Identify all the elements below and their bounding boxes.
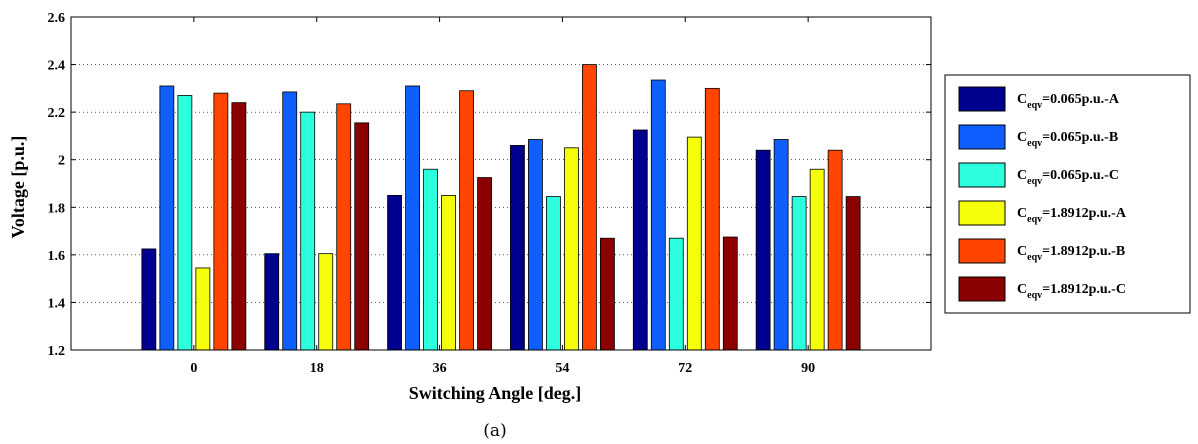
y-tick-label: 1.6 [48,249,66,264]
legend-label: Ceqv=0.065p.u.-A [1017,92,1120,111]
bar [582,64,597,351]
bar [336,103,352,351]
bar [354,122,370,351]
x-tick-label: 72 [678,361,692,376]
y-tick-label: 2 [58,154,65,169]
bar [177,95,193,351]
bar [791,196,807,351]
legend-label: Ceqv=1.8912p.u.-A [1017,206,1127,225]
legend-swatch [958,276,1006,302]
bar [564,147,579,351]
x-tick-label: 54 [555,361,569,376]
bar [213,92,229,351]
bar [159,85,175,351]
bar [773,139,789,351]
bar [704,87,720,351]
x-axis: 0 18 36 54 72 90 [190,17,815,376]
legend: Ceqv=0.065p.u.-A Ceqv=0.065p.u.-B Ceqv=0.0… [944,74,1191,314]
bar [318,253,334,351]
bar [686,136,702,351]
legend-label: Ceqv=1.8912p.u.-C [1017,282,1126,301]
x-tick-label: 36 [433,361,447,376]
y-tick-label: 1.8 [48,201,66,216]
legend-label: Ceqv=0.065p.u.-C [1017,168,1119,187]
bar [722,236,738,351]
bar [668,237,684,351]
bar [546,196,561,351]
y-tick-label: 2.6 [48,11,66,26]
bar [300,111,316,351]
y-axis: 1.2 1.4 1.6 1.8 2 2.2 2.4 2.6 [48,11,931,359]
figure-caption: (a) [483,421,506,441]
legend-box [944,74,1191,314]
x-tick-label: 90 [801,361,815,376]
bar [477,177,492,351]
y-tick-label: 1.4 [48,296,66,311]
legend-swatch [958,200,1006,226]
bar [282,91,298,351]
plot-frame [70,16,932,351]
legend-swatch [958,162,1006,188]
legend-label: Ceqv=1.8912p.u.-B [1017,244,1125,263]
y-tick-label: 2.4 [48,59,66,74]
bar [845,196,861,351]
x-tick-label: 18 [310,361,324,376]
bar [231,102,247,351]
legend-swatch [958,238,1006,264]
bar [600,237,615,351]
bar [195,267,211,351]
y-tick-label: 2.2 [48,106,66,121]
bar [405,85,420,351]
bar [809,168,825,351]
bar [755,149,771,351]
bar [528,139,543,351]
legend-label: Ceqv=0.065p.u.-B [1017,130,1118,149]
y-tick-label: 1.2 [48,344,66,359]
bars [141,64,861,351]
bar [650,79,666,351]
bar [264,253,280,351]
legend-swatch [958,86,1006,112]
y-axis-title: Voltage [p.u.] [8,136,28,239]
bar [423,168,438,351]
bar [827,149,843,351]
legend-swatch [958,124,1006,150]
x-axis-title: Switching Angle [deg.] [409,383,582,403]
bar [459,90,474,351]
bar [141,248,157,351]
x-tick-label: 0 [190,361,197,376]
bar [510,145,525,351]
bar [441,194,456,351]
bar [632,129,648,351]
bar [387,194,402,351]
